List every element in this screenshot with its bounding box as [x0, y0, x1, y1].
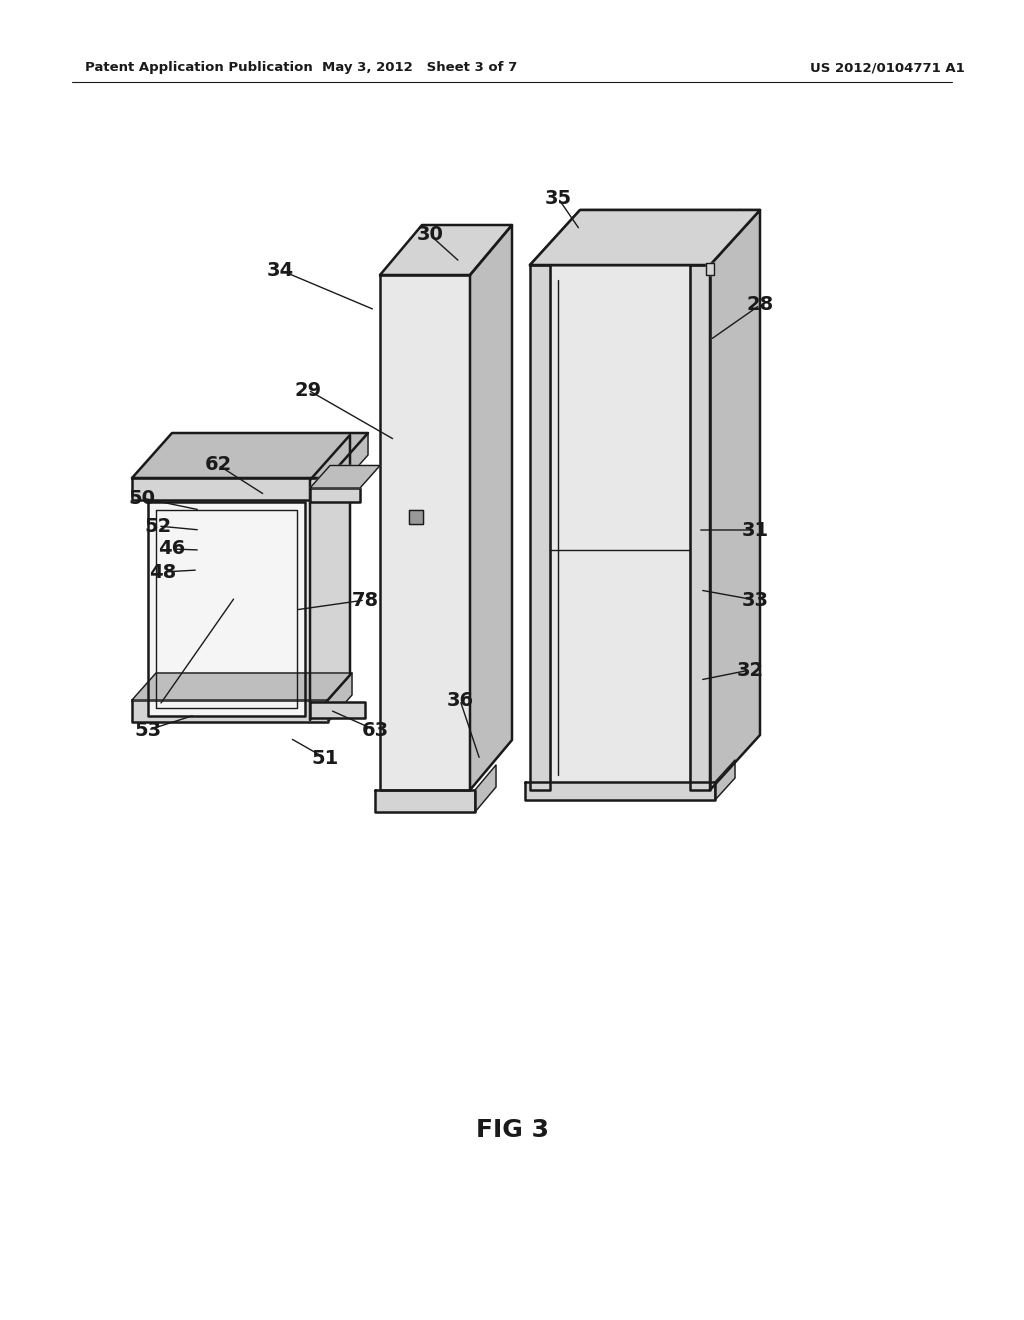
Text: Patent Application Publication: Patent Application Publication	[85, 62, 312, 74]
Polygon shape	[530, 265, 550, 789]
Text: 48: 48	[150, 562, 176, 582]
Text: 33: 33	[741, 590, 768, 610]
Polygon shape	[715, 760, 735, 800]
Polygon shape	[470, 224, 512, 789]
Text: May 3, 2012   Sheet 3 of 7: May 3, 2012 Sheet 3 of 7	[323, 62, 517, 74]
Text: 53: 53	[134, 721, 162, 739]
Text: 29: 29	[295, 380, 322, 400]
Text: 46: 46	[159, 540, 185, 558]
Polygon shape	[380, 275, 470, 789]
Polygon shape	[375, 789, 475, 812]
Polygon shape	[310, 436, 350, 719]
Text: FIG 3: FIG 3	[475, 1118, 549, 1142]
Polygon shape	[132, 478, 328, 500]
Text: 78: 78	[351, 590, 379, 610]
Polygon shape	[475, 766, 496, 812]
Polygon shape	[706, 263, 714, 275]
Polygon shape	[310, 488, 360, 502]
Text: US 2012/0104771 A1: US 2012/0104771 A1	[810, 62, 965, 74]
Text: 63: 63	[361, 721, 388, 739]
Text: 35: 35	[545, 189, 571, 207]
Polygon shape	[710, 210, 760, 789]
Polygon shape	[550, 210, 740, 265]
Text: 52: 52	[144, 516, 172, 536]
Polygon shape	[550, 265, 690, 789]
Text: 50: 50	[128, 488, 156, 507]
Polygon shape	[132, 700, 328, 722]
Text: 31: 31	[741, 520, 769, 540]
Text: 34: 34	[266, 260, 294, 280]
Polygon shape	[328, 433, 368, 500]
Text: 32: 32	[736, 660, 764, 680]
Polygon shape	[148, 502, 305, 715]
Polygon shape	[132, 673, 352, 700]
Text: 36: 36	[446, 690, 473, 710]
Polygon shape	[530, 210, 760, 265]
Polygon shape	[380, 224, 512, 275]
Polygon shape	[310, 466, 380, 488]
Polygon shape	[525, 781, 715, 800]
Text: 30: 30	[417, 226, 443, 244]
Polygon shape	[328, 673, 352, 722]
Polygon shape	[530, 210, 600, 265]
Polygon shape	[132, 433, 368, 478]
Polygon shape	[310, 702, 365, 718]
Text: 62: 62	[205, 455, 231, 474]
Polygon shape	[150, 480, 310, 719]
Polygon shape	[690, 210, 760, 265]
Text: 51: 51	[311, 748, 339, 767]
Polygon shape	[409, 510, 423, 524]
Polygon shape	[690, 265, 710, 789]
Text: 28: 28	[746, 296, 773, 314]
